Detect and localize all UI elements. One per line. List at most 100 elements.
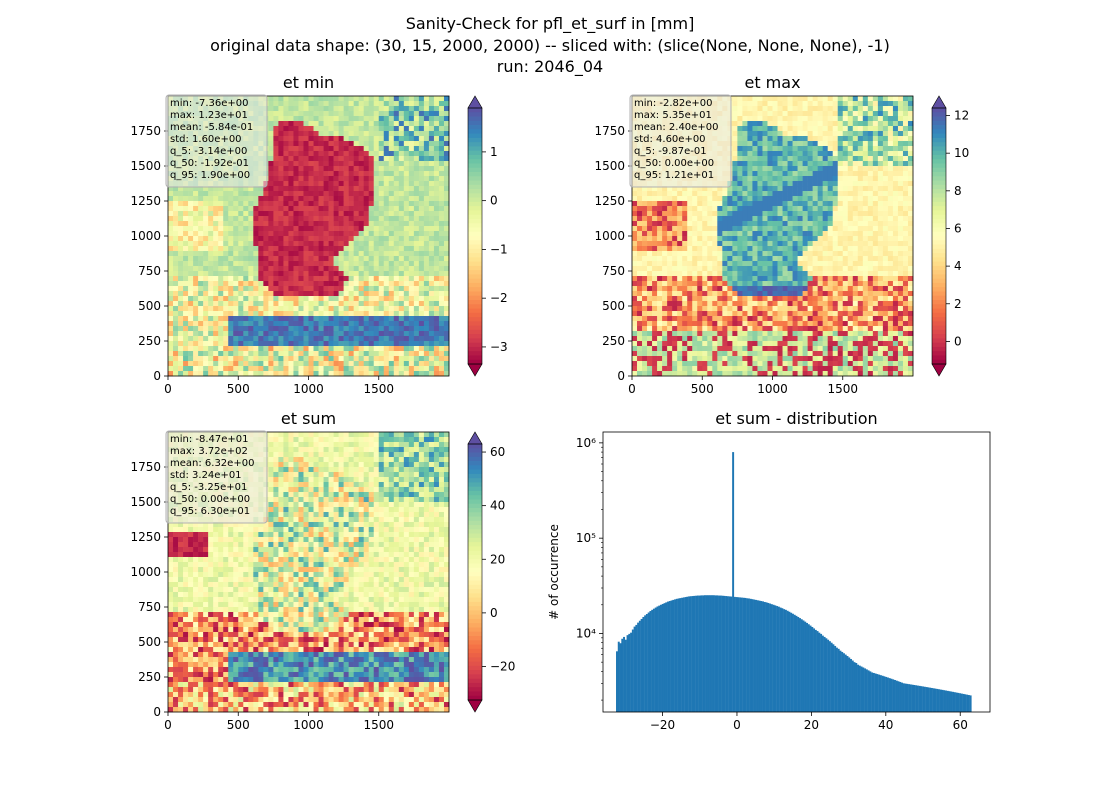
heatmap-cell <box>253 211 259 217</box>
heatmap-cell <box>747 106 753 112</box>
heatmap-cell <box>388 136 395 142</box>
heatmap-cell <box>223 321 229 327</box>
heatmap-cell <box>268 101 274 107</box>
heatmap-cell <box>233 226 239 232</box>
heatmap-cell <box>228 256 234 262</box>
heatmap-cell <box>742 166 748 172</box>
heatmap-cell <box>403 336 410 342</box>
heatmap-cell <box>827 106 834 112</box>
heatmap-cell <box>208 286 214 292</box>
heatmap-cell <box>258 281 264 287</box>
heatmap-cell <box>418 141 425 147</box>
heatmap-cell <box>742 161 748 167</box>
heatmap-cell <box>907 226 914 232</box>
heatmap-cell <box>433 351 440 357</box>
heatmap-cell <box>657 236 663 242</box>
heatmap-cell <box>777 121 783 127</box>
heatmap-cell <box>707 116 713 122</box>
heatmap-cell <box>188 341 194 347</box>
heatmap-cell <box>308 361 314 367</box>
heatmap-cell <box>203 236 209 242</box>
heatmap-cell <box>218 176 224 182</box>
heatmap-cell <box>737 136 743 142</box>
heatmap-cell <box>652 106 658 112</box>
heatmap-cell <box>333 346 339 352</box>
colorbar-segment <box>468 163 482 169</box>
colorbar-tick-label: −3 <box>490 340 508 354</box>
heatmap-cell <box>817 221 823 227</box>
heatmap-cell <box>727 126 733 132</box>
heatmap-cell <box>897 101 904 107</box>
heatmap-cell <box>812 131 818 137</box>
heatmap-cell <box>373 226 380 232</box>
heatmap-cell <box>722 176 728 182</box>
heatmap-cell <box>188 191 194 197</box>
heatmap-cell <box>378 276 385 282</box>
heatmap-cell <box>343 246 349 252</box>
heatmap-cell <box>902 171 909 177</box>
heatmap-cell <box>273 181 279 187</box>
heatmap-cell <box>333 126 339 132</box>
heatmap-cell <box>263 216 269 222</box>
heatmap-cell <box>418 116 425 122</box>
heatmap-cell <box>762 151 768 157</box>
heatmap-cell <box>652 156 658 162</box>
heatmap-cell <box>657 176 663 182</box>
heatmap-cell <box>338 166 344 172</box>
heatmap-cell <box>632 101 638 107</box>
heatmap-cell <box>767 131 773 137</box>
heatmap-cell <box>283 221 289 227</box>
heatmap-cell <box>168 251 174 257</box>
heatmap-cell <box>353 201 359 207</box>
heatmap-cell <box>348 351 354 357</box>
heatmap-cell <box>253 106 259 112</box>
heatmap-cell <box>807 206 813 212</box>
heatmap-cell <box>797 166 803 172</box>
heatmap-cell <box>687 101 693 107</box>
heatmap-cell <box>318 211 324 217</box>
heatmap-cell <box>253 346 259 352</box>
heatmap-cell <box>323 341 329 347</box>
heatmap-cell <box>408 171 415 177</box>
heatmap-cell <box>353 191 359 197</box>
heatmap-cell <box>782 151 788 157</box>
heatmap-cell <box>657 216 663 222</box>
heatmap-cell <box>667 121 673 127</box>
heatmap-cell <box>253 266 259 272</box>
heatmap-cell <box>642 96 648 102</box>
heatmap-cell <box>328 326 334 332</box>
heatmap-cell <box>403 151 410 157</box>
heatmap-cell <box>762 146 768 152</box>
heatmap-cell <box>203 206 209 212</box>
heatmap-cell <box>348 226 354 232</box>
heatmap-cell <box>208 191 214 197</box>
heatmap-cell <box>842 216 849 222</box>
heatmap-cell <box>288 241 294 247</box>
heatmap-cell <box>378 281 385 287</box>
heatmap-cell <box>383 351 390 357</box>
heatmap-cell <box>727 151 733 157</box>
heatmap-cell <box>243 281 249 287</box>
heatmap-cell <box>178 226 184 232</box>
heatmap-cell <box>278 251 284 257</box>
heatmap-cell <box>233 301 239 307</box>
heatmap-cell <box>697 176 703 182</box>
heatmap-cell <box>642 146 648 152</box>
heatmap-cell <box>398 186 405 192</box>
heatmap-cell <box>313 166 319 172</box>
heatmap-cell <box>672 226 678 232</box>
heatmap-cell <box>303 311 309 317</box>
heatmap-cell <box>368 221 375 227</box>
heatmap-cell <box>238 346 244 352</box>
heatmap-cell <box>438 371 445 377</box>
heatmap-cell <box>298 366 304 372</box>
heatmap-cell <box>273 141 279 147</box>
heatmap-cell <box>358 166 364 172</box>
heatmap-cell <box>213 141 219 147</box>
heatmap-cell <box>632 171 638 177</box>
heatmap-cell <box>413 211 420 217</box>
heatmap-cell <box>438 236 445 242</box>
heatmap-cell <box>193 161 199 167</box>
heatmap-cell <box>717 236 723 242</box>
heatmap-cell <box>338 181 344 187</box>
